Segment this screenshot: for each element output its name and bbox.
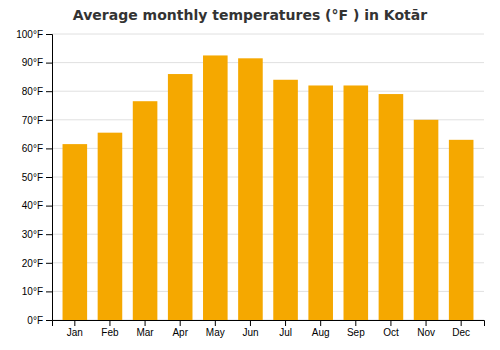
tick-label: May xyxy=(206,327,225,338)
tick: Jul xyxy=(279,320,292,338)
tick: Oct xyxy=(383,320,399,338)
tick-mark xyxy=(355,320,356,326)
chart: Jan Feb Mar Apr May Jun Jul Aug Sep Oct Nov Dec 0°F 1… xyxy=(0,0,500,350)
bar xyxy=(308,85,333,320)
tick-mark xyxy=(46,263,52,264)
title: Average monthly temperatures (°F ) in Ko… xyxy=(73,7,427,23)
tick: May xyxy=(206,320,225,338)
tick-mark xyxy=(426,320,427,326)
tick: 70°F xyxy=(22,115,52,126)
tick-label: 90°F xyxy=(22,57,43,68)
tick-label: Jun xyxy=(242,327,258,338)
tick-label: Jul xyxy=(279,327,292,338)
bar xyxy=(133,101,158,320)
tick-label: 70°F xyxy=(22,115,43,126)
tick: Sep xyxy=(347,320,365,338)
tick: 100°F xyxy=(16,29,52,40)
bar xyxy=(203,55,228,320)
tick-label: 0°F xyxy=(27,315,43,326)
axis-line xyxy=(46,35,53,321)
tick-label: 60°F xyxy=(22,143,43,154)
tick-mark xyxy=(180,320,181,326)
plot: Jan Feb Mar Apr May Jun Jul Aug Sep Oct Nov Dec 0°F 1… xyxy=(16,29,484,338)
y-axis: 0°F 10°F 20°F 30°F 40°F 50°F 60°F 70°F 80°F 90°F 1… xyxy=(16,29,52,326)
tick-mark xyxy=(215,320,216,326)
tick-mark xyxy=(320,320,321,326)
tick-label: Nov xyxy=(417,327,435,338)
tick-mark xyxy=(46,206,52,207)
tick-mark xyxy=(461,320,462,326)
tick-mark xyxy=(46,148,52,149)
tick-label: 20°F xyxy=(22,258,43,269)
grid xyxy=(52,34,484,320)
tick-label: 80°F xyxy=(22,86,43,97)
bar xyxy=(414,120,439,320)
tick: 80°F xyxy=(22,86,52,97)
tick-label: 10°F xyxy=(22,286,43,297)
tick-mark xyxy=(390,320,391,326)
tick-label: Jan xyxy=(67,327,83,338)
tick-label: Feb xyxy=(101,327,119,338)
axis-line xyxy=(53,321,485,327)
tick-label: Aug xyxy=(312,327,330,338)
tick-mark xyxy=(145,320,146,326)
tick-label: Apr xyxy=(172,327,188,338)
tick: Dec xyxy=(452,320,470,338)
tick: 20°F xyxy=(22,258,52,269)
bar xyxy=(344,85,369,320)
tick-label: 30°F xyxy=(22,229,43,240)
tick-mark xyxy=(46,91,52,92)
tick-label: 40°F xyxy=(22,200,43,211)
bar xyxy=(63,144,88,320)
tick: 50°F xyxy=(22,172,52,183)
tick-mark xyxy=(46,120,52,121)
tick-label: 100°F xyxy=(16,29,43,40)
tick-mark xyxy=(46,234,52,235)
tick-label: 50°F xyxy=(22,172,43,183)
grid-line xyxy=(52,62,484,63)
tick-label: Dec xyxy=(452,327,470,338)
tick: Mar xyxy=(136,320,154,338)
tick: 0°F xyxy=(27,315,52,326)
tick-mark xyxy=(74,320,75,326)
tick: 30°F xyxy=(22,229,52,240)
tick-mark xyxy=(46,34,52,35)
tick-label: Mar xyxy=(136,327,154,338)
x-axis: Jan Feb Mar Apr May Jun Jul Aug Sep Oct Nov Dec xyxy=(53,320,485,338)
tick-mark xyxy=(46,320,52,321)
bars xyxy=(63,55,474,320)
grid-line xyxy=(52,91,484,92)
tick-label: Sep xyxy=(347,327,365,338)
bar xyxy=(273,80,298,320)
tick-mark xyxy=(285,320,286,326)
tick: Aug xyxy=(312,320,330,338)
bar xyxy=(98,133,123,320)
tick: 10°F xyxy=(22,286,52,297)
bar xyxy=(379,94,404,320)
tick: Feb xyxy=(101,320,119,338)
tick: Apr xyxy=(172,320,188,338)
tick: Nov xyxy=(417,320,435,338)
tick-mark xyxy=(46,177,52,178)
bar xyxy=(449,140,474,320)
tick-mark xyxy=(109,320,110,326)
tick-mark xyxy=(250,320,251,326)
tick-mark xyxy=(46,63,52,64)
tick: 60°F xyxy=(22,143,52,154)
bar xyxy=(238,58,263,320)
tick: Jun xyxy=(242,320,258,338)
tick: 90°F xyxy=(22,57,52,68)
grid-line xyxy=(52,34,484,35)
tick: Jan xyxy=(67,320,83,338)
tick: 40°F xyxy=(22,200,52,211)
tick-label: Oct xyxy=(383,327,399,338)
tick-mark xyxy=(46,291,52,292)
bar xyxy=(168,74,193,320)
